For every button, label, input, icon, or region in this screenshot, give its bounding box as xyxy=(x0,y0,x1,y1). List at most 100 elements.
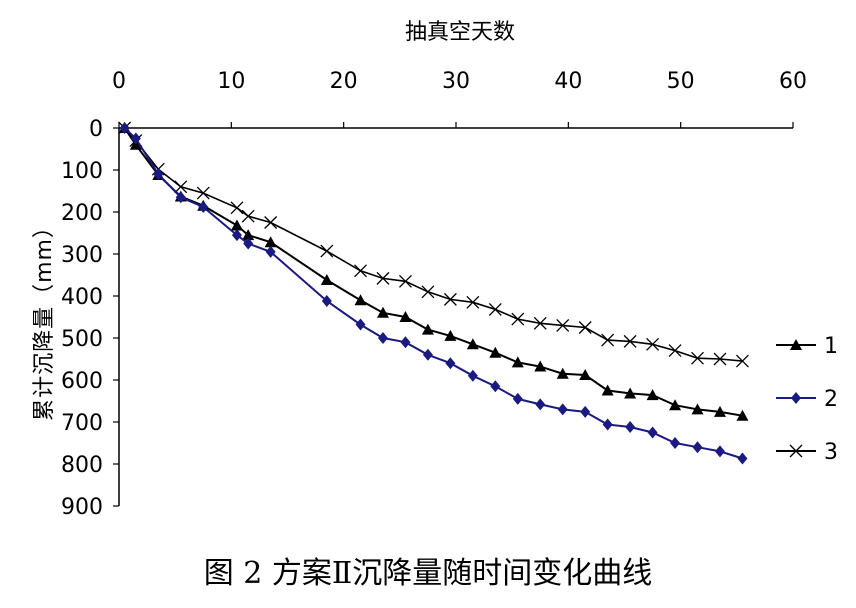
series-1-point xyxy=(601,384,614,396)
series-1-point xyxy=(736,409,749,421)
y-tick-label: 900 xyxy=(61,495,103,520)
series-3-point xyxy=(533,316,547,330)
series-2-point xyxy=(625,421,636,434)
x-tick-label: 30 xyxy=(442,69,470,94)
series-2-point xyxy=(535,398,546,411)
series-1-point xyxy=(376,306,389,318)
legend-marker-3 xyxy=(789,444,803,458)
y-tick-label: 300 xyxy=(61,243,103,268)
series-3-point xyxy=(511,312,525,326)
series-2-point xyxy=(692,441,703,454)
series-3-point xyxy=(264,216,278,229)
series-1-point xyxy=(556,367,569,379)
y-tick-label: 100 xyxy=(61,159,103,184)
series-2-point xyxy=(119,122,130,134)
x-tick-label: 50 xyxy=(667,69,695,94)
series-1-point xyxy=(354,294,367,306)
x-tick-label: 0 xyxy=(112,69,126,94)
series-3-point xyxy=(668,344,682,358)
y-tick-label: 500 xyxy=(61,327,103,352)
series-1-point xyxy=(579,368,592,380)
series-1-point xyxy=(489,346,502,358)
x-tick-label: 20 xyxy=(330,69,358,94)
series-3-point xyxy=(623,334,637,348)
x-tick-label: 40 xyxy=(554,69,582,94)
series-1-point xyxy=(320,274,333,286)
y-tick-label: 700 xyxy=(61,411,103,436)
series-2-point xyxy=(355,318,366,331)
y-tick-label: 600 xyxy=(61,369,103,394)
series-3-point xyxy=(556,318,570,332)
legend-marker-1 xyxy=(790,339,802,350)
series-1-point xyxy=(534,360,547,372)
series-2-point xyxy=(377,332,388,344)
series-3-point xyxy=(398,274,412,288)
series-1-line xyxy=(123,127,743,417)
x-tick-label: 10 xyxy=(217,69,245,94)
series-2-point xyxy=(512,392,523,405)
series-2-point xyxy=(580,405,591,418)
series-1-point xyxy=(624,387,637,399)
series-3-line xyxy=(124,127,743,362)
series-2-point xyxy=(153,168,164,181)
series-3-point xyxy=(488,302,502,316)
series-2-point xyxy=(321,295,332,308)
y-tick-label: 800 xyxy=(61,453,103,478)
series-2-point xyxy=(445,357,456,370)
series-1-point xyxy=(646,389,659,401)
series-3-point xyxy=(421,285,435,299)
series-2-point xyxy=(490,380,501,393)
series-1-point xyxy=(511,356,524,368)
series-2-point xyxy=(400,336,411,349)
series-1-point xyxy=(264,236,277,248)
series-2-point xyxy=(175,191,186,204)
x-tick-label: 60 xyxy=(779,69,807,94)
series-2-point xyxy=(265,245,276,258)
legend-label-1: 1 xyxy=(824,334,838,359)
series-1-point xyxy=(230,219,243,231)
series-2-point xyxy=(130,132,141,145)
series-2-point xyxy=(243,237,254,250)
series-1-point xyxy=(421,323,434,335)
y-tick-label: 200 xyxy=(61,201,103,226)
series-3-point xyxy=(320,244,334,258)
series-2-point xyxy=(714,445,725,458)
series-2-point xyxy=(422,348,433,361)
legend-label-2: 2 xyxy=(824,387,838,412)
series-3-point xyxy=(601,333,615,347)
series-3-point xyxy=(354,264,367,278)
series-1-point xyxy=(242,229,255,241)
y-tick-label: 400 xyxy=(61,285,103,310)
series-1-point xyxy=(399,311,412,322)
series-1-point xyxy=(466,338,479,350)
x-axis-title: 抽真空天数 xyxy=(404,20,515,45)
series-3-point xyxy=(241,209,255,223)
figure-caption: 图 2 方案Ⅱ沉降量随时间变化曲线 xyxy=(203,556,653,591)
series-1-point xyxy=(713,405,726,417)
series-1-point xyxy=(691,403,704,415)
series-3-point xyxy=(466,295,480,309)
legend-label-3: 3 xyxy=(824,440,838,465)
series-3-point xyxy=(713,352,727,366)
series-3-point xyxy=(735,354,749,368)
series-2-point xyxy=(231,229,242,242)
series-3-point xyxy=(443,292,457,306)
series-3-point xyxy=(578,321,592,334)
series-2-point xyxy=(467,369,478,382)
y-tick-label: 0 xyxy=(89,117,103,142)
series-2-point xyxy=(557,403,568,416)
series-3-point xyxy=(196,186,210,200)
legend-marker-2 xyxy=(791,392,801,404)
series-3-point xyxy=(230,201,244,215)
series-2-point xyxy=(602,418,613,431)
series-2-point xyxy=(737,452,748,465)
series-2-point xyxy=(647,426,658,439)
series-1-point xyxy=(669,399,682,411)
series-1-point xyxy=(444,329,457,341)
series-3-point xyxy=(174,180,188,194)
series-3-point xyxy=(646,337,660,351)
series-2-point xyxy=(198,200,209,213)
series-2-point xyxy=(670,437,681,449)
